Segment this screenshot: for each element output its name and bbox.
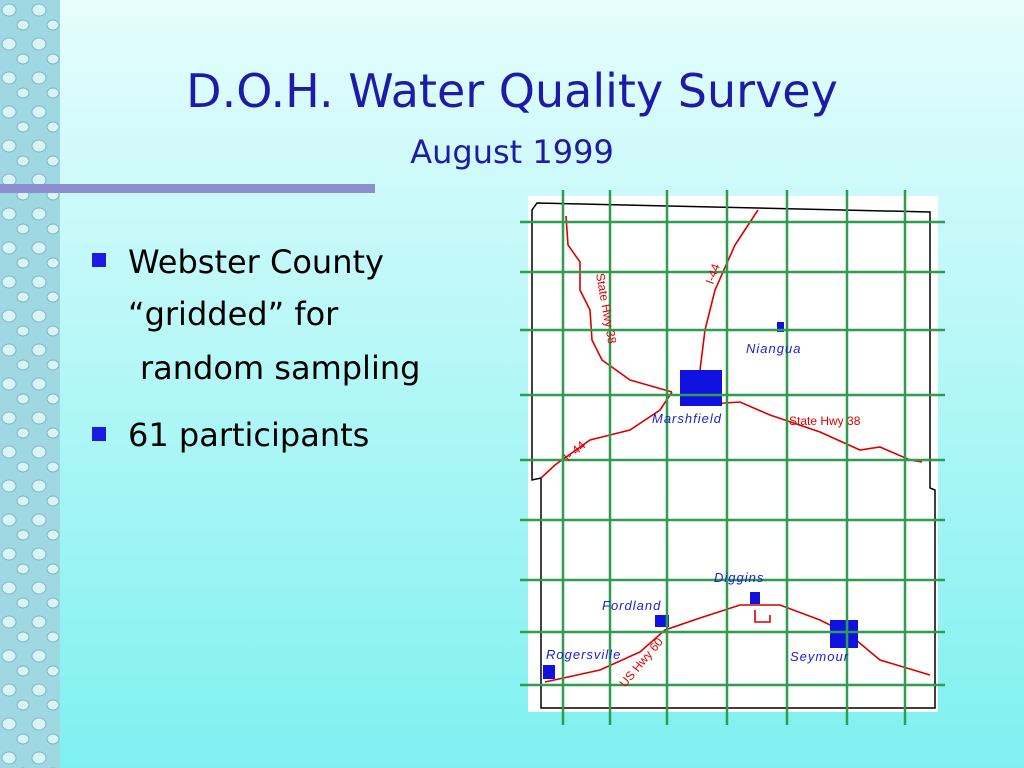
divider (0, 184, 375, 193)
bullet-text: “gridded” for (128, 295, 339, 333)
town-label: Rogersville (546, 647, 621, 662)
town-label: Fordland (602, 598, 661, 613)
droplet-strip (0, 0, 60, 768)
title: D.O.H. Water Quality Survey (186, 64, 838, 118)
road-label: State Hwy 38 (789, 414, 861, 428)
town-label: Marshfield (652, 411, 722, 426)
bullet-marker (92, 427, 106, 441)
bullet-text: 61 participants (128, 416, 369, 454)
road-label: I-44 (703, 262, 723, 287)
bullet-marker (92, 253, 106, 267)
town-label: Diggins (714, 570, 764, 585)
town-label: Niangua (746, 341, 801, 356)
bullet-text: random sampling (140, 349, 420, 387)
bullet-text: Webster County (128, 243, 384, 281)
map: Niangua Marshfield Diggins Fordland Roge… (520, 190, 945, 725)
subtitle: August 1999 (410, 133, 614, 171)
town-label: Seymour (790, 649, 849, 664)
